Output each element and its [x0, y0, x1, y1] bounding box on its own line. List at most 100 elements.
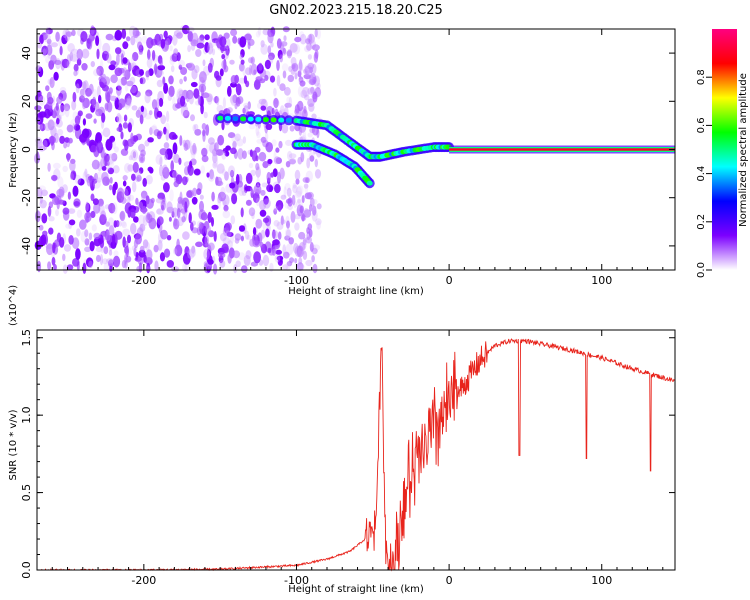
- noise-blob: [96, 177, 102, 183]
- noise-blob: [264, 59, 271, 70]
- noise-blob: [204, 34, 210, 41]
- noise-blob: [263, 195, 269, 205]
- noise-blob: [34, 105, 42, 111]
- noise-blob: [63, 142, 67, 149]
- noise-blob: [271, 230, 279, 240]
- noise-blob: [307, 223, 313, 231]
- noise-blob: [280, 194, 287, 200]
- noise-blob: [297, 100, 304, 112]
- noise-blob: [231, 136, 240, 143]
- noise-blob: [85, 201, 89, 212]
- noise-blob: [50, 125, 57, 137]
- noise-blob: [95, 108, 104, 117]
- noise-blob: [36, 138, 43, 150]
- noise-blob: [274, 183, 281, 194]
- noise-blob: [302, 177, 309, 183]
- noise-blob: [114, 29, 123, 41]
- colorbar-label: Normalized spectral amplitude: [738, 73, 749, 227]
- noise-blob: [254, 146, 261, 153]
- noise-blob: [311, 44, 320, 51]
- noise-blob: [288, 66, 293, 72]
- noise-blob: [245, 250, 252, 260]
- noise-blob: [269, 185, 273, 192]
- noise-blob: [276, 38, 282, 49]
- noise-blob: [250, 169, 256, 176]
- noise-blob: [53, 162, 61, 169]
- noise-blob: [175, 103, 183, 109]
- noise-blob: [41, 45, 49, 56]
- noise-blob: [314, 169, 322, 179]
- noise-blob: [296, 245, 304, 258]
- noise-blob: [238, 62, 245, 72]
- noise-blob: [109, 152, 118, 160]
- noise-blob: [227, 132, 236, 139]
- noise-blob: [105, 90, 111, 102]
- noise-blob: [178, 89, 185, 97]
- noise-blob: [303, 105, 307, 114]
- noise-blob: [217, 197, 221, 210]
- noise-blob: [265, 228, 270, 238]
- noise-blob: [180, 104, 189, 117]
- noise-blob: [82, 171, 88, 182]
- noise-blob: [137, 255, 144, 265]
- noise-blob: [307, 132, 313, 138]
- noise-blob: [187, 45, 192, 53]
- noise-blob: [200, 103, 204, 115]
- noise-blob: [108, 184, 113, 191]
- noise-blob: [301, 195, 305, 204]
- noise-blob: [155, 197, 163, 204]
- noise-blob: [282, 244, 287, 255]
- noise-blob: [132, 30, 141, 37]
- noise-blob: [76, 209, 83, 218]
- noise-blob: [90, 61, 96, 68]
- noise-blob: [47, 261, 52, 270]
- noise-blob: [283, 35, 287, 42]
- noise-blob: [101, 112, 106, 123]
- noise-blob: [297, 198, 301, 204]
- noise-blob: [242, 65, 246, 76]
- noise-blob: [286, 96, 291, 104]
- noise-blob: [55, 57, 61, 70]
- noise-blob: [165, 110, 170, 123]
- noise-blob: [294, 190, 302, 199]
- noise-blob: [53, 264, 57, 271]
- noise-blob: [126, 196, 131, 203]
- noise-blob: [204, 224, 211, 236]
- noise-blob: [249, 238, 256, 247]
- noise-blob: [62, 165, 68, 173]
- noise-blob: [146, 57, 153, 69]
- noise-blob: [50, 42, 59, 48]
- noise-blob: [272, 239, 280, 246]
- noise-blob: [260, 189, 266, 196]
- noise-blob: [181, 216, 186, 223]
- noise-blob: [191, 196, 198, 205]
- noise-blob: [165, 129, 170, 141]
- noise-blob: [271, 139, 277, 147]
- noise-blob: [173, 153, 180, 164]
- noise-blob: [312, 263, 318, 274]
- noise-blob: [244, 33, 252, 41]
- noise-blob: [91, 224, 97, 232]
- noise-blob: [145, 89, 153, 97]
- noise-blob: [279, 83, 286, 91]
- noise-blob: [85, 113, 93, 119]
- noise-blob: [149, 125, 158, 135]
- noise-blob: [248, 64, 252, 76]
- noise-blob: [267, 158, 273, 165]
- noise-blob: [150, 197, 155, 204]
- noise-blob: [282, 47, 286, 55]
- noise-blob: [144, 92, 151, 104]
- noise-blob: [155, 98, 160, 109]
- noise-blob: [46, 44, 53, 56]
- noise-blob: [45, 244, 53, 250]
- noise-blob: [187, 62, 195, 70]
- noise-blob: [122, 57, 128, 64]
- noise-blob: [43, 139, 48, 150]
- noise-blob: [196, 42, 205, 49]
- noise-blob: [50, 54, 57, 65]
- noise-blob: [120, 131, 124, 140]
- noise-blob: [219, 68, 224, 77]
- noise-blob: [38, 95, 46, 106]
- noise-blob: [188, 212, 192, 224]
